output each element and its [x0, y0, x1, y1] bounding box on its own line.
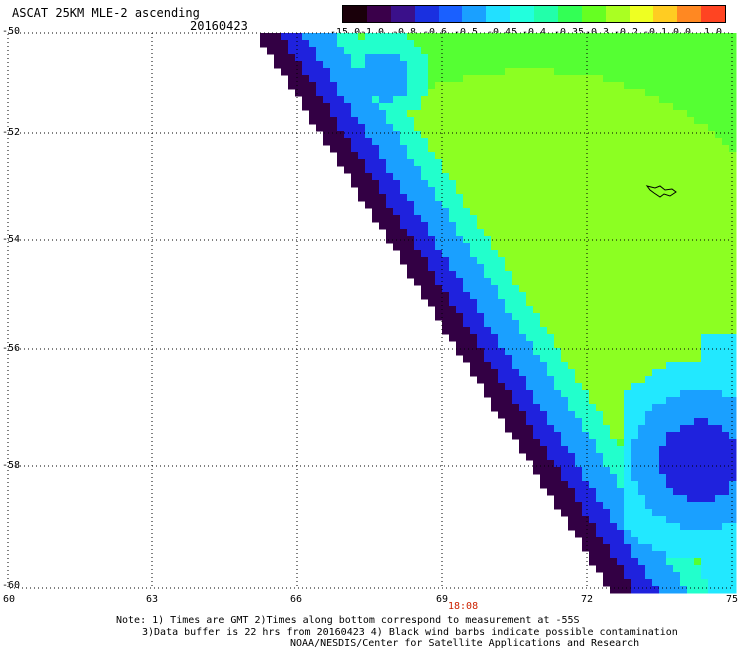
colorbar: [342, 5, 726, 23]
lon-label-66: 66: [290, 594, 303, 605]
colorbar-label: -0.4: [522, 27, 547, 38]
colorbar-segment: [653, 6, 678, 22]
pass-time-label: 18:08: [448, 601, 479, 612]
colorbar-label: -0.2: [614, 27, 639, 38]
colorbar-label: -0.35: [554, 27, 585, 38]
lat-label-58: -58: [2, 460, 21, 471]
colorbar-segment: [486, 6, 511, 22]
colorbar-label: -15.0: [330, 27, 361, 38]
colorbar-label: -0.3: [585, 27, 610, 38]
island-outline: [645, 185, 677, 198]
lat-label-52: -52: [2, 127, 21, 138]
lon-label-75: 75: [726, 594, 739, 605]
colorbar-segment: [462, 6, 487, 22]
colorbar-label: -0.45: [487, 27, 518, 38]
lon-label-60: 60: [3, 594, 16, 605]
colorbar-segment: [677, 6, 702, 22]
colorbar-segment: [534, 6, 558, 22]
colorbar-segment: [366, 6, 391, 22]
colorbar-segment: [510, 6, 534, 22]
map-frame: [7, 32, 733, 589]
colorbar-segment: [414, 6, 439, 22]
colorbar-segment: [343, 6, 367, 22]
colorbar-label: 0.0: [673, 27, 692, 38]
footer-note-1: Note: 1) Times are GMT 2)Times along bot…: [116, 615, 580, 626]
colorbar-label: -0.1: [643, 27, 668, 38]
footer-credit: NOAA/NESDIS/Center for Satellite Applica…: [290, 638, 640, 649]
colorbar-segment: [581, 6, 606, 22]
colorbar-segment: [438, 6, 463, 22]
colorbar-segment: [605, 6, 630, 22]
lat-label-56: -56: [2, 343, 21, 354]
footer-note-2: 3)Data buffer is 22 hrs from 20160423 4)…: [142, 627, 678, 638]
lon-label-69: 69: [436, 594, 449, 605]
lat-label-54: -54: [2, 234, 21, 245]
colorbar-segment: [629, 6, 654, 22]
colorbar-label: 1.0: [704, 27, 723, 38]
colorbar-label: -0.5: [454, 27, 479, 38]
colorbar-segment: [701, 6, 725, 22]
colorbar-segment: [390, 6, 415, 22]
product-title: ASCAT 25KM MLE-2 ascending: [12, 6, 200, 20]
wind-field: [260, 33, 737, 594]
colorbar-label: -0.6: [423, 27, 448, 38]
lat-label-60: -60: [2, 580, 21, 591]
lon-label-63: 63: [146, 594, 159, 605]
colorbar-segment: [557, 6, 582, 22]
lat-label-50: -50: [2, 26, 21, 37]
product-date: 20160423: [190, 19, 248, 33]
lon-label-72: 72: [581, 594, 594, 605]
